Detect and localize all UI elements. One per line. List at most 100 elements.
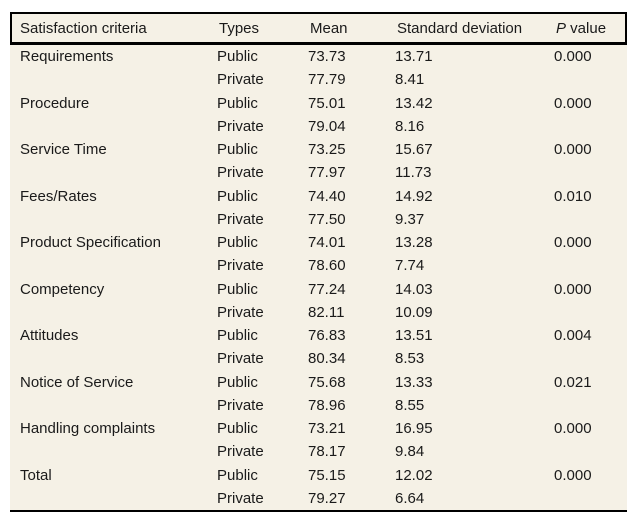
- cell-type: Public: [217, 235, 258, 251]
- cell-standard-deviation: 13.28: [395, 235, 433, 251]
- cell-mean: 73.73: [308, 49, 346, 65]
- cell-mean: 78.17: [308, 444, 346, 460]
- cell-criteria: Service Time: [20, 142, 107, 158]
- cell-type: Public: [217, 95, 258, 111]
- cell-standard-deviation: 8.55: [395, 397, 425, 413]
- table-row: Private 78.60 7.74: [10, 254, 627, 277]
- cell-criteria: Requirements: [20, 49, 114, 65]
- header-satisfaction-criteria: Satisfaction criteria: [20, 20, 147, 36]
- table-row: Private 82.11 10.09: [10, 301, 627, 324]
- table-row: Service Time Public 73.25 15.67 0.000: [10, 138, 627, 161]
- cell-standard-deviation: 10.09: [395, 304, 433, 320]
- header-types: Types: [219, 20, 260, 36]
- cell-standard-deviation: 14.92: [395, 188, 433, 204]
- cell-mean: 77.50: [308, 211, 346, 227]
- header-p-value: P value: [546, 21, 625, 36]
- header-standard-deviation: Standard deviation: [397, 20, 523, 36]
- cell-standard-deviation: 15.67: [395, 142, 433, 158]
- cell-type: Private: [217, 211, 264, 227]
- cell-criteria: Total: [20, 467, 52, 483]
- cell-p-value: 0.000: [554, 95, 592, 111]
- cell-mean: 75.01: [308, 95, 346, 111]
- cell-type: Private: [217, 165, 264, 181]
- cell-criteria: Product Specification: [20, 235, 161, 251]
- cell-p-value: 0.000: [554, 235, 592, 251]
- table-row: Private 78.96 8.55: [10, 394, 627, 417]
- cell-mean: 73.21: [308, 421, 346, 437]
- cell-mean: 77.97: [308, 165, 346, 181]
- table-row: Requirements Public 73.73 13.71 0.000: [10, 45, 627, 68]
- satisfaction-table: Satisfaction criteria Types Mean Standar…: [10, 12, 627, 512]
- table-row: Private 80.34 8.53: [10, 347, 627, 370]
- cell-type: Public: [217, 467, 258, 483]
- cell-type: Public: [217, 142, 258, 158]
- cell-p-value: 0.010: [554, 188, 592, 204]
- cell-mean: 77.79: [308, 72, 346, 88]
- cell-standard-deviation: 8.16: [395, 118, 425, 134]
- cell-criteria: Fees/Rates: [20, 188, 97, 204]
- cell-p-value: 0.000: [554, 49, 592, 65]
- cell-standard-deviation: 6.64: [395, 490, 425, 506]
- table-row: Private 77.97 11.73: [10, 161, 627, 184]
- cell-standard-deviation: 8.53: [395, 351, 425, 367]
- table-header-row: Satisfaction criteria Types Mean Standar…: [10, 14, 627, 45]
- cell-criteria: Notice of Service: [20, 374, 134, 390]
- cell-mean: 74.01: [308, 235, 346, 251]
- cell-mean: 78.96: [308, 397, 346, 413]
- table-row: Attitudes Public 76.83 13.51 0.004: [10, 324, 627, 347]
- cell-mean: 79.04: [308, 118, 346, 134]
- cell-type: Public: [217, 49, 258, 65]
- header-p-italic: P: [556, 20, 567, 36]
- table-row: Private 78.17 9.84: [10, 440, 627, 463]
- cell-standard-deviation: 13.42: [395, 95, 433, 111]
- table-row: Competency Public 77.24 14.03 0.000: [10, 278, 627, 301]
- cell-type: Private: [217, 351, 264, 367]
- table-row: Notice of Service Public 75.68 13.33 0.021: [10, 371, 627, 394]
- cell-criteria: Handling complaints: [20, 421, 156, 437]
- cell-mean: 75.68: [308, 374, 346, 390]
- cell-type: Private: [217, 118, 264, 134]
- cell-mean: 80.34: [308, 351, 346, 367]
- cell-type: Private: [217, 490, 264, 506]
- cell-mean: 76.83: [308, 328, 346, 344]
- cell-standard-deviation: 11.73: [395, 165, 432, 181]
- cell-standard-deviation: 8.41: [395, 72, 425, 88]
- cell-type: Public: [217, 374, 258, 390]
- cell-type: Private: [217, 444, 264, 460]
- cell-type: Public: [217, 188, 258, 204]
- header-p-rest: value: [566, 20, 607, 36]
- header-mean: Mean: [310, 20, 348, 36]
- cell-type: Private: [217, 304, 264, 320]
- cell-criteria: Attitudes: [20, 328, 79, 344]
- cell-p-value: 0.000: [554, 281, 592, 297]
- cell-p-value: 0.000: [554, 421, 592, 437]
- cell-criteria: Procedure: [20, 95, 90, 111]
- cell-mean: 75.15: [308, 467, 346, 483]
- cell-standard-deviation: 12.02: [395, 467, 433, 483]
- table-row: Private 77.79 8.41: [10, 68, 627, 91]
- cell-type: Private: [217, 397, 264, 413]
- cell-standard-deviation: 9.37: [395, 211, 425, 227]
- cell-standard-deviation: 13.51: [395, 328, 433, 344]
- cell-p-value: 0.000: [554, 142, 592, 158]
- cell-type: Public: [217, 281, 258, 297]
- cell-standard-deviation: 7.74: [395, 258, 425, 274]
- cell-type: Private: [217, 258, 264, 274]
- cell-criteria: Competency: [20, 281, 105, 297]
- cell-standard-deviation: 9.84: [395, 444, 425, 460]
- cell-standard-deviation: 14.03: [395, 281, 433, 297]
- cell-type: Public: [217, 421, 258, 437]
- cell-mean: 78.60: [308, 258, 346, 274]
- cell-p-value: 0.004: [554, 328, 592, 344]
- cell-p-value: 0.021: [554, 374, 592, 390]
- cell-standard-deviation: 16.95: [395, 421, 433, 437]
- cell-standard-deviation: 13.33: [395, 374, 433, 390]
- table-row: Product Specification Public 74.01 13.28 0.0…: [10, 231, 627, 254]
- table-row: Private 79.27 6.64: [10, 487, 627, 510]
- cell-type: Public: [217, 328, 258, 344]
- cell-standard-deviation: 13.71: [395, 49, 433, 65]
- table-row: Private 77.50 9.37: [10, 208, 627, 231]
- table-row: Total Public 75.15 12.02 0.000: [10, 464, 627, 487]
- cell-mean: 73.25: [308, 142, 346, 158]
